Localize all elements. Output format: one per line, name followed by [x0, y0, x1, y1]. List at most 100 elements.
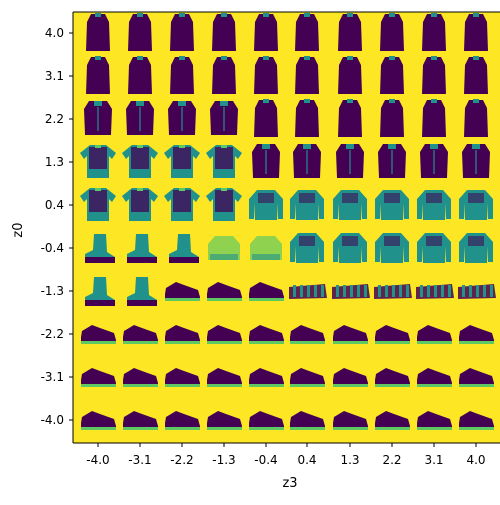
grid-cell-dress: [329, 12, 371, 55]
grid-cell-pullover: [371, 183, 413, 227]
grid-cell-boot: [161, 226, 203, 270]
grid-cell-dress: [413, 12, 455, 55]
grid-cell-sneaker: [203, 312, 245, 356]
grid-cell-dress: [413, 54, 455, 98]
x-axis-label: z3: [282, 476, 297, 491]
grid-cell-tshirt: [77, 183, 119, 227]
grid-cell-pullover: [455, 183, 497, 227]
grid-cell-sneaker: [371, 355, 413, 399]
grid-cell-shirt: [119, 97, 161, 141]
grid-cell-sneaker: [413, 312, 455, 356]
grid-cell-sneaker: [161, 312, 203, 356]
grid-cell-dress: [245, 54, 287, 98]
grid-cell-sneaker: [77, 355, 119, 399]
grid-cell-dress: [161, 12, 203, 55]
grid-cell-sneaker: [329, 398, 371, 442]
grid-cell-dress: [77, 54, 119, 98]
x-tick-label: 0.4: [297, 453, 316, 467]
grid-cell-pullover: [413, 183, 455, 227]
grid-cell-sneaker: [245, 269, 287, 313]
grid-cell-shirt: [161, 97, 203, 141]
y-tick-label: 4.0: [45, 26, 64, 40]
grid-cell-sneaker: [245, 398, 287, 442]
grid-cell-dress: [455, 12, 497, 55]
grid-cell-sandal: [455, 269, 497, 313]
grid-cell-pullover: [455, 226, 497, 270]
x-tick-label: -3.1: [128, 453, 151, 467]
grid-cell-dress: [371, 54, 413, 98]
grid-cell-sneaker: [203, 355, 245, 399]
grid-cell-tshirt: [119, 140, 161, 184]
grid-cell-sandal: [371, 269, 413, 313]
x-tick-label: -4.0: [86, 453, 109, 467]
grid-cell-sneaker: [371, 398, 413, 442]
x-tick-label: 1.3: [340, 453, 359, 467]
grid-cell-dress: [161, 54, 203, 98]
grid-cell-dress: [286, 54, 328, 98]
y-tick-label: 0.4: [45, 198, 64, 212]
grid-cell-boot: [119, 269, 161, 313]
grid-cell-dress: [203, 12, 245, 55]
grid-cell-sneaker: [77, 312, 119, 356]
y-tick-label: 1.3: [45, 155, 64, 169]
grid-cell-pullover: [413, 226, 455, 270]
x-tick-label: 4.0: [466, 453, 485, 467]
grid-cell-tshirt: [119, 183, 161, 227]
grid-cell-shirt: [371, 140, 413, 184]
y-tick-label: -4.0: [41, 413, 64, 427]
grid-cell-shirt: [77, 97, 119, 141]
grid-cell-shirt: [286, 140, 328, 184]
grid-cell-dress: [371, 12, 413, 55]
grid-cell-pullover: [245, 183, 287, 227]
grid-cell-shirt: [203, 97, 245, 141]
grid-cell-dress: [286, 97, 328, 141]
grid-cell-sneaker: [119, 398, 161, 442]
grid-cell-sneaker: [413, 398, 455, 442]
grid-cell-dress: [245, 97, 287, 141]
x-tick-label: 3.1: [424, 453, 443, 467]
grid-cell-sneaker: [455, 312, 497, 356]
image-grid: [77, 12, 497, 442]
grid-cell-sandal: [413, 269, 455, 313]
grid-cell-sneaker: [455, 355, 497, 399]
grid-cell-pullover: [286, 226, 328, 270]
grid-cell-sneaker: [371, 312, 413, 356]
y-tick-label: -3.1: [41, 370, 64, 384]
grid-cell-sneaker: [286, 355, 328, 399]
grid-cell-tshirt: [203, 140, 245, 184]
grid-cell-shirt: [413, 140, 455, 184]
x-tick-label: -2.2: [170, 453, 193, 467]
grid-cell-dress: [245, 12, 287, 55]
grid-cell-boot: [77, 226, 119, 270]
grid-cell-tshirt: [203, 183, 245, 227]
y-tick-label: -2.2: [41, 327, 64, 341]
grid-cell-dress: [371, 97, 413, 141]
grid-cell-sneaker: [413, 355, 455, 399]
y-tick-label: -0.4: [41, 241, 64, 255]
grid-cell-sneaker: [245, 355, 287, 399]
grid-cell-sandal: [286, 269, 328, 313]
grid-cell-dress: [455, 54, 497, 98]
grid-cell-shirt: [245, 140, 287, 184]
grid-cell-sneaker: [245, 312, 287, 356]
grid-cell-sneaker: [203, 269, 245, 313]
grid-cell-sneaker: [203, 398, 245, 442]
grid-cell-sneaker: [455, 398, 497, 442]
grid-cell-faint: [203, 226, 245, 270]
y-tick-label: -1.3: [41, 284, 64, 298]
x-tick-label: -1.3: [212, 453, 235, 467]
grid-cell-tshirt: [161, 140, 203, 184]
grid-cell-tshirt: [77, 140, 119, 184]
grid-cell-sneaker: [329, 355, 371, 399]
grid-cell-sneaker: [161, 269, 203, 313]
grid-cell-faint: [245, 226, 287, 270]
grid-cell-pullover: [329, 183, 371, 227]
y-axis-label: z0: [11, 222, 26, 237]
grid-cell-sandal: [329, 269, 371, 313]
grid-cell-boot: [119, 226, 161, 270]
grid-cell-dress: [119, 12, 161, 55]
grid-cell-dress: [77, 12, 119, 55]
y-tick-label: 2.2: [45, 112, 64, 126]
